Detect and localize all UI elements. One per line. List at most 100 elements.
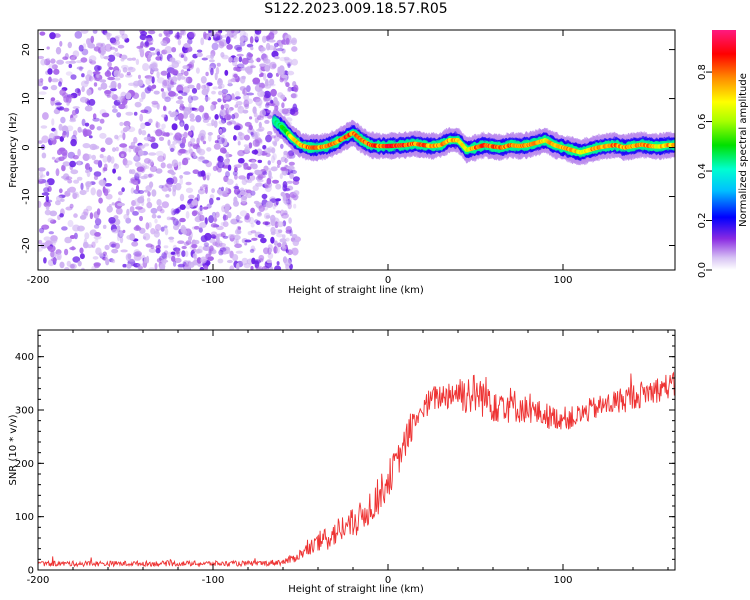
noise-speckle [283,188,291,192]
noise-speckle [126,57,133,61]
noise-speckle [168,187,172,192]
noise-speckle [44,209,52,216]
noise-speckle [92,30,98,34]
noise-speckle [38,200,42,208]
chart-title: S122.2023.009.18.57.R05 [264,1,448,17]
noise-speckle [59,261,65,269]
noise-speckle [231,93,235,101]
noise-speckle [145,222,150,230]
noise-speckle [83,238,88,247]
noise-speckle [188,31,196,38]
noise-speckle [244,239,252,243]
noise-speckle [242,32,249,40]
noise-speckle [85,74,92,82]
noise-speckle [155,168,163,174]
noise-speckle [48,76,52,83]
noise-speckle [147,38,151,42]
noise-speckle [277,242,282,248]
noise-speckle [160,226,165,232]
noise-speckle [116,52,120,57]
noise-speckle [283,152,290,159]
noise-speckle [113,77,121,81]
noise-speckle [104,32,112,37]
noise-speckle [265,79,269,87]
noise-speckle [61,125,69,133]
noise-speckle [78,44,84,52]
noise-speckle [122,132,126,141]
noise-speckle [168,236,175,240]
noise-speckle [251,163,258,170]
noise-speckle [110,88,117,92]
noise-speckle [273,246,278,254]
noise-speckle [258,254,265,261]
noise-speckle [277,68,283,76]
noise-speckle [156,51,161,57]
noise-speckle [174,116,178,121]
noise-speckle [163,252,168,260]
noise-speckle [217,155,224,163]
noise-speckle [264,221,269,226]
noise-speckle [208,134,212,142]
noise-speckle [113,52,117,57]
y-tick-label: 0 [28,566,34,577]
noise-speckle [254,133,258,140]
noise-speckle [69,263,77,270]
noise-speckle [166,163,173,169]
noise-speckle [42,86,49,90]
noise-speckle [105,193,113,200]
noise-speckle [182,229,188,235]
noise-speckle [187,38,193,45]
noise-speckle [272,179,279,184]
noise-speckle [270,226,276,234]
noise-speckle [221,186,224,192]
noise-speckle [249,248,255,253]
noise-speckle [106,205,113,213]
noise-speckle [256,114,262,121]
noise-speckle [227,79,232,85]
noise-speckle [184,250,189,258]
noise-speckle [293,190,300,196]
noise-speckle [103,56,110,60]
noise-speckle [233,56,240,63]
noise-speckle [40,125,48,129]
noise-speckle [91,154,96,161]
noise-speckle [161,43,168,46]
noise-speckle [250,265,254,270]
noise-speckle [114,242,120,249]
noise-speckle [190,95,199,101]
noise-speckle [161,91,166,99]
noise-speckle [287,150,295,157]
noise-speckle [282,181,288,188]
noise-speckle [214,140,219,144]
noise-speckle [180,30,185,35]
noise-speckle [271,147,276,154]
noise-speckle [109,46,116,50]
noise-speckle [38,239,43,245]
noise-speckle [99,118,105,124]
noise-speckle [114,218,121,226]
noise-speckle [96,189,103,198]
noise-speckle [252,77,261,85]
noise-speckle [64,248,69,256]
noise-speckle [77,148,81,157]
noise-speckle [243,99,250,108]
noise-speckle [134,101,142,108]
noise-speckle [138,265,144,270]
noise-speckle [232,170,238,176]
noise-speckle [182,86,190,94]
noise-speckle [196,52,203,58]
noise-speckle [292,239,300,246]
noise-speckle [256,148,263,157]
noise-speckle [55,102,62,106]
noise-speckle [215,211,220,218]
noise-speckle [274,56,280,60]
noise-speckle [125,253,131,262]
noise-speckle [98,252,104,257]
noise-speckle [143,136,152,141]
noise-speckle [116,233,121,242]
noise-speckle [207,256,214,261]
noise-speckle [185,181,192,186]
noise-speckle [222,214,229,221]
noise-speckle [92,71,101,75]
noise-speckle [181,136,187,145]
